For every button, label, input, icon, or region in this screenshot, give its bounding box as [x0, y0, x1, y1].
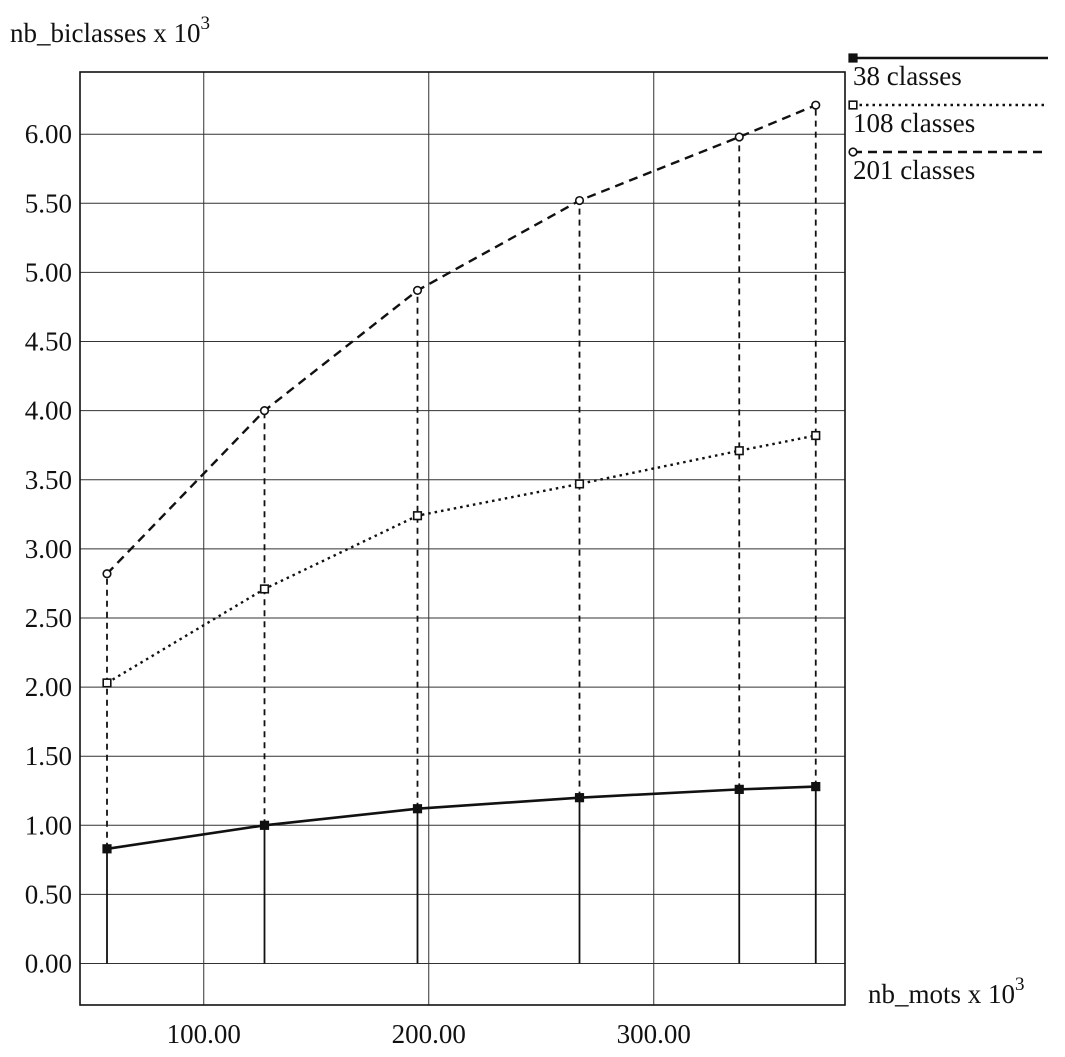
series-line [106, 434, 816, 684]
y-tick-label: 2.50 [25, 603, 72, 633]
data-point [811, 100, 821, 110]
legend-marker [848, 53, 858, 63]
legend-marker [848, 100, 858, 110]
y-tick-label: 2.00 [25, 672, 72, 702]
data-point [574, 479, 585, 489]
data-point [811, 430, 821, 441]
legend-entry: 38 classes [848, 53, 1048, 91]
y-tick-label: 1.50 [25, 741, 72, 771]
y-tick-label: 3.50 [25, 465, 72, 495]
y-tick-label: 3.00 [25, 534, 72, 564]
series-line [106, 104, 817, 575]
series-2 [102, 430, 821, 688]
legend-entry: 108 classes [848, 100, 1048, 138]
y-tick-label: 5.50 [25, 188, 72, 218]
data-point [102, 569, 112, 579]
series-group [102, 100, 821, 854]
y-tick-labels: 0.00 0.50 1.00 1.50 2.00 2.50 3.00 3.50 4.00 4.50… [25, 119, 72, 978]
data-point [412, 511, 423, 521]
grid-lines [80, 72, 845, 1005]
data-point [574, 793, 585, 803]
series-3 [102, 100, 821, 579]
data-point [102, 844, 112, 854]
x-axis-title: nb_mots x 103 [868, 974, 1025, 1009]
data-point [259, 820, 270, 830]
data-point [734, 132, 744, 142]
drop-lines [106, 105, 817, 964]
series-line [106, 785, 816, 851]
legend-label: 108 classes [853, 108, 975, 138]
y-tick-label: 5.00 [25, 257, 72, 287]
data-point [412, 285, 423, 295]
legend-marker [848, 147, 858, 157]
data-point [574, 195, 585, 206]
data-point [734, 784, 744, 794]
y-tick-label: 1.00 [25, 810, 72, 840]
legend-label: 38 classes [853, 61, 962, 91]
y-tick-label: 4.00 [25, 396, 72, 426]
x-tick-label: 100.00 [167, 1019, 241, 1049]
series-1 [102, 782, 821, 854]
y-tick-label: 6.00 [25, 119, 72, 149]
legend: 38 classes 108 classes 201 classes [848, 53, 1048, 185]
data-point [811, 782, 821, 792]
x-tick-label: 300.00 [617, 1019, 691, 1049]
legend-entry: 201 classes [848, 147, 1048, 185]
y-tick-label: 4.50 [25, 327, 72, 357]
data-point [102, 678, 112, 688]
y-tick-label: 0.00 [25, 949, 72, 979]
y-tick-label: 0.50 [25, 879, 72, 909]
x-tick-labels: 100.00 200.00 300.00 [167, 1019, 691, 1049]
x-tick-label: 200.00 [392, 1019, 466, 1049]
data-point [259, 406, 270, 416]
data-point [734, 446, 744, 456]
data-point [259, 584, 270, 594]
legend-label: 201 classes [853, 155, 975, 185]
y-axis-title: nb_biclasses x 103 [10, 13, 210, 48]
data-point [412, 804, 423, 814]
plot-frame [79, 71, 846, 1006]
